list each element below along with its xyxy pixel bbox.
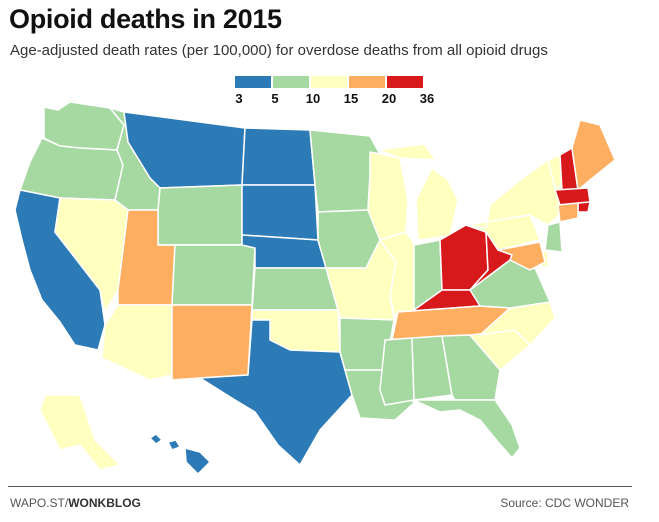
legend: 3 5 10 15 20 36	[235, 76, 455, 110]
state-alaska	[39, 394, 121, 471]
state-maine	[571, 119, 616, 191]
legend-label-15: 15	[343, 91, 359, 106]
state-kansas	[251, 267, 339, 311]
legend-label-5: 5	[271, 91, 279, 106]
footer-brand: WONKBLOG	[68, 496, 141, 510]
map-subtitle: Age-adjusted death rates (per 100,000) f…	[10, 42, 548, 59]
state-rhode-island	[577, 201, 591, 213]
state-nebraska	[241, 234, 327, 269]
legend-swatch-4	[349, 76, 385, 88]
footer-divider	[8, 486, 632, 487]
us-states-map	[14, 101, 616, 475]
state-wisconsin	[367, 151, 409, 241]
legend-swatch-3	[311, 76, 347, 88]
footer-credit: Source: CDC WONDER	[500, 496, 629, 510]
state-hawaii	[149, 433, 211, 475]
legend-swatch-1	[235, 76, 271, 88]
legend-label-3: 3	[235, 91, 243, 106]
state-connecticut	[557, 202, 579, 223]
state-maryland	[497, 241, 546, 271]
state-arizona	[101, 304, 173, 381]
legend-label-20: 20	[381, 91, 397, 106]
legend-label-10: 10	[305, 91, 321, 106]
state-new-jersey	[544, 221, 563, 253]
legend-label-36: 36	[419, 91, 435, 106]
footer-prefix: WAPO.ST/	[10, 496, 69, 510]
state-new-mexico	[171, 304, 253, 381]
state-wyoming	[157, 184, 243, 246]
map-title: Opioid deaths in 2015	[9, 4, 282, 34]
legend-swatch-5	[387, 76, 423, 88]
footer-source-link: WAPO.ST/WONKBLOG	[10, 496, 141, 510]
state-north-dakota	[241, 127, 316, 186]
state-south-dakota	[241, 184, 319, 241]
state-texas	[199, 319, 353, 466]
state-florida	[413, 399, 521, 459]
state-mississippi	[379, 337, 415, 406]
legend-swatch-2	[273, 76, 309, 88]
state-michigan	[377, 143, 459, 241]
